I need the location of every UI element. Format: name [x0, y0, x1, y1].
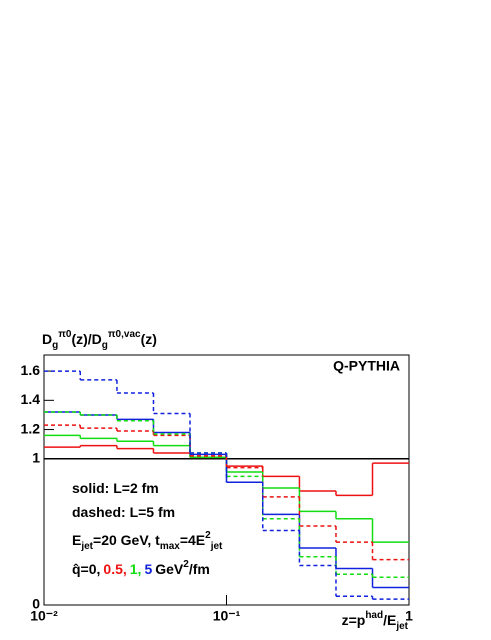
annotation: solid: L=2 fm [72, 480, 159, 496]
label-part: q̂=0, [72, 561, 100, 577]
x-tick-label: 1 [405, 608, 413, 624]
label-part: max [160, 541, 180, 552]
y-tick-label: 1.6 [21, 362, 41, 378]
annotation: Ejet=20 GeV, tmax=4E2jet [72, 530, 223, 552]
y-tick-label: 0 [32, 596, 40, 612]
label-part: =4E [180, 532, 205, 548]
x-tick-label: 10⁻¹ [213, 608, 241, 624]
label-part: g [52, 340, 58, 351]
label-part: had [365, 610, 383, 621]
label-part: π0 [58, 329, 72, 340]
label-part: π0,vac [108, 329, 141, 340]
label-part: dashed: L=5 fm [72, 504, 175, 520]
label-part: g [102, 340, 108, 351]
label-part: /E [383, 612, 396, 628]
label-part: 0.5, [103, 561, 126, 577]
label-part: solid: L=2 fm [72, 480, 159, 496]
label-part: /fm [189, 561, 210, 577]
label-part: jet [210, 541, 223, 552]
label-part: 2 [183, 559, 189, 570]
label-part: 5 [144, 561, 152, 577]
label-part: 1, [130, 561, 142, 577]
annotation: q̂=0, 0.5, 1, 5 GeV2/fm [72, 559, 210, 577]
label-part: E [72, 532, 81, 548]
label-part: jet [80, 541, 93, 552]
label-part: jet [395, 621, 408, 632]
x-tick-label: 10⁻² [30, 608, 58, 624]
annotation: dashed: L=5 fm [72, 504, 175, 520]
y-tick-label: 1.2 [21, 420, 41, 436]
label-part: 2 [205, 530, 211, 541]
label-part: z=p [342, 612, 366, 628]
label-part: (z)/D [71, 331, 101, 347]
label-part: GeV [155, 561, 184, 577]
label-part: (z) [141, 331, 157, 347]
y-axis-label: Dgπ0(z)/Dgπ0,vac(z) [42, 329, 157, 351]
label-part: =20 GeV, t [93, 532, 160, 548]
label-part: D [42, 331, 52, 347]
y-tick-label: 1.4 [21, 391, 41, 407]
x-axis-label: z=phad/Ejet [342, 610, 409, 632]
y-tick-label: 1 [32, 450, 40, 466]
chart-title: Q-PYTHIA [333, 358, 400, 374]
